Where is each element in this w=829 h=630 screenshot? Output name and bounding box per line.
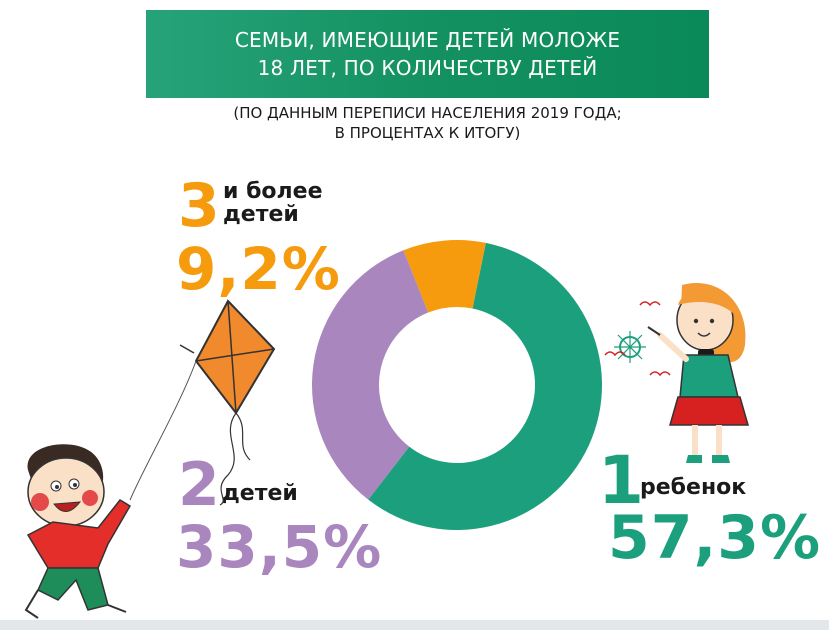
two-label: детей [222, 481, 298, 506]
title-line-2: 18 ЛЕТ, ПО КОЛИЧЕСТВУ ДЕТЕЙ [257, 56, 598, 80]
three-plus-digit: 3 [178, 171, 220, 241]
girl-illustration [604, 283, 749, 463]
subtitle: (ПО ДАННЫМ ПЕРЕПИСИ НАСЕЛЕНИЯ 2019 ГОДА;… [146, 103, 709, 143]
one-label: ребенок [640, 475, 747, 500]
donut-slice-three-plus [403, 240, 486, 313]
title-line-1: СЕМЬИ, ИМЕЮЩИЕ ДЕТЕЙ МОЛОЖЕ [234, 28, 621, 52]
donut-slice-one-child [368, 242, 602, 530]
three-plus-label-line-2: детей [223, 202, 299, 228]
three-plus-percent: 9,2% [176, 235, 341, 303]
boy-illustration [24, 444, 132, 619]
title-banner: СЕМЬИ, ИМЕЮЩИЕ ДЕТЕЙ МОЛОЖЕ 18 ЛЕТ, ПО К… [146, 10, 709, 98]
three-plus-label: и более детей [223, 180, 323, 226]
two-percent: 33,5% [176, 513, 383, 581]
donut-slice-two-children [312, 250, 429, 500]
three-plus-label-line-1: и более [223, 179, 323, 204]
two-digit: 2 [178, 450, 220, 520]
one-percent: 57,3% [608, 503, 822, 573]
kite-illustration [129, 299, 276, 506]
subtitle-line-1: (ПО ДАННЫМ ПЕРЕПИСИ НАСЕЛЕНИЯ 2019 ГОДА; [233, 104, 622, 122]
donut-chart [312, 240, 602, 530]
subtitle-line-2: В ПРОЦЕНТАХ К ИТОГУ) [334, 124, 521, 142]
one-digit: 1 [598, 442, 644, 519]
bottom-bar [0, 620, 829, 630]
